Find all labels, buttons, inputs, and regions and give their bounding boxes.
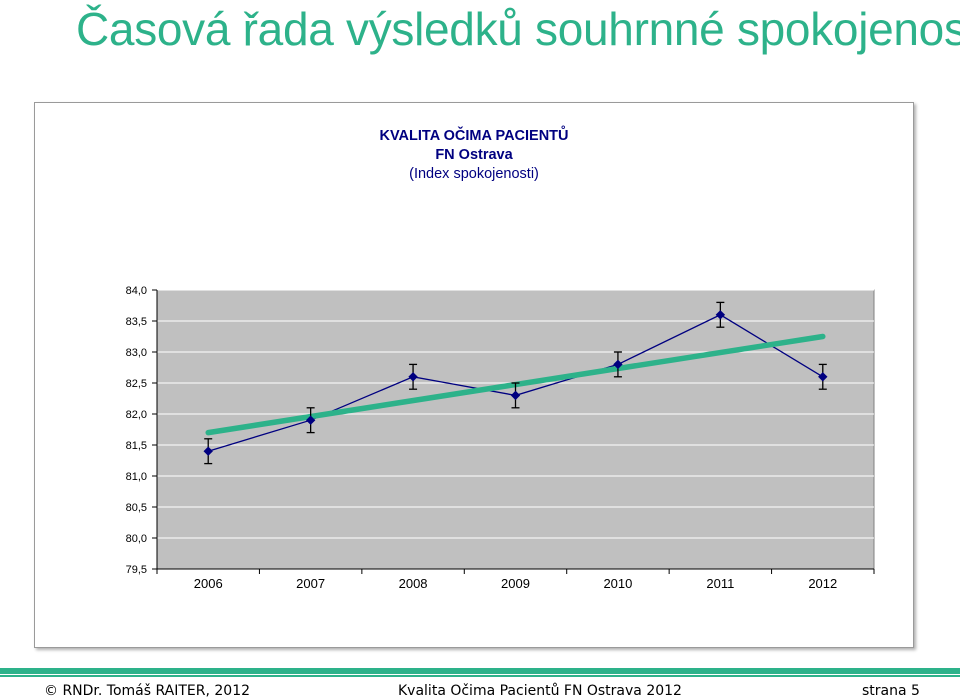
- y-tick-label: 83,5: [126, 316, 147, 328]
- y-tick-label: 82,5: [126, 378, 147, 390]
- footer-center: Kvalita Očima Pacientů FN Ostrava 2012: [398, 683, 682, 699]
- chart-title-line-3: (Index spokojenosti): [409, 166, 539, 182]
- x-tick-label: 2010: [603, 576, 632, 591]
- data-point: [613, 359, 623, 370]
- x-tick-label: 2006: [194, 576, 223, 591]
- data-point: [510, 390, 521, 401]
- footer-divider: [0, 668, 960, 674]
- y-tick-label: 82,0: [126, 409, 147, 421]
- y-tick-label: 84,0: [126, 285, 147, 297]
- plot-area: [156, 289, 875, 570]
- y-tick-label: 81,5: [126, 440, 147, 452]
- y-tick-label: 83,0: [126, 347, 147, 359]
- y-tick-label: 81,0: [126, 471, 147, 483]
- x-tick-label: 2012: [808, 576, 837, 591]
- y-tick-label: 79,5: [126, 564, 147, 576]
- y-tick-label: 80,0: [126, 533, 147, 545]
- slide-title: Časová řada výsledků souhrnné spokojenos…: [76, 3, 960, 55]
- x-tick-label: 2011: [706, 576, 734, 591]
- x-tick-label: 2008: [399, 576, 428, 591]
- footer-divider-thin: [0, 675, 960, 677]
- y-tick-label: 80,5: [126, 502, 147, 514]
- chart-title: KVALITA OČIMA PACIENTŮ FN Ostrava (Index…: [35, 127, 913, 184]
- data-point: [203, 446, 213, 456]
- chart-title-line-2: FN Ostrava: [435, 147, 513, 163]
- footer-author: © RNDr. Tomáš RAITER, 2012: [44, 683, 251, 699]
- data-point: [818, 372, 828, 382]
- chart-title-line-1: KVALITA OČIMA PACIENTŮ: [379, 128, 569, 144]
- x-tick-label: 2007: [296, 576, 325, 591]
- data-point: [715, 310, 726, 320]
- data-point: [408, 372, 418, 382]
- x-tick-label: 2009: [501, 576, 530, 591]
- footer-page: strana 5: [862, 683, 920, 699]
- data-point: [305, 415, 316, 425]
